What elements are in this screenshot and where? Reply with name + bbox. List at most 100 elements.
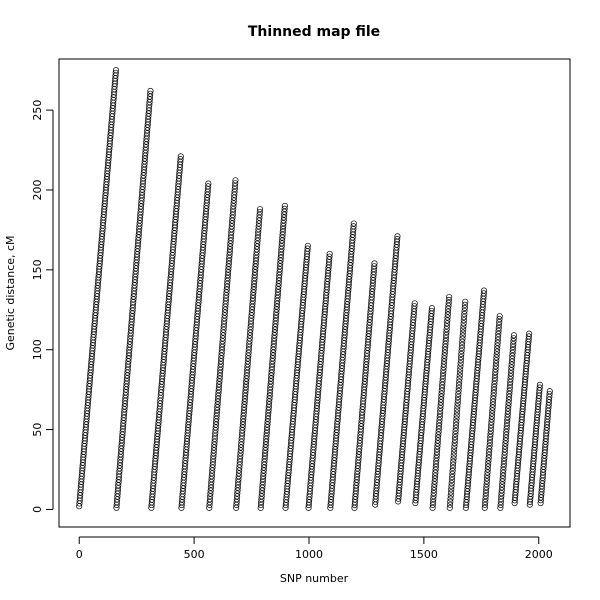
data-point (244, 361, 251, 368)
data-point (270, 340, 277, 348)
data-point (432, 469, 439, 476)
data-point (483, 487, 490, 494)
data-point (447, 498, 454, 505)
data-point (262, 450, 269, 457)
data-point (243, 372, 250, 379)
data-point (508, 364, 515, 371)
data-point (462, 298, 469, 305)
y-tick-label: 150 (31, 259, 44, 280)
data-point (250, 286, 257, 293)
data-point (273, 303, 280, 310)
data-point (231, 185, 238, 193)
data-point (272, 320, 279, 327)
data-point (220, 326, 227, 333)
data-point (503, 428, 510, 435)
data-point (510, 338, 517, 345)
data-point (271, 326, 279, 333)
data-point (438, 393, 445, 400)
data-point (509, 346, 516, 354)
y-tick-label: 200 (31, 179, 44, 200)
data-point (247, 320, 254, 328)
data-point (441, 349, 448, 356)
data-point (262, 438, 270, 445)
data-point (525, 333, 532, 340)
data-point (449, 474, 456, 481)
data-point (435, 431, 442, 438)
data-point (281, 211, 288, 218)
data-point (222, 300, 229, 307)
data-point (270, 343, 277, 350)
data-point (209, 458, 216, 465)
data-point (233, 496, 240, 503)
data-point (489, 401, 496, 408)
data-point (252, 266, 259, 273)
data-point (461, 307, 468, 315)
data-point (501, 446, 509, 453)
data-point (304, 245, 311, 252)
data-point (275, 283, 282, 290)
series-2 (113, 87, 154, 511)
data-point (447, 489, 455, 496)
data-point (231, 188, 238, 195)
data-point (216, 381, 223, 388)
data-point (268, 372, 275, 379)
data-point (444, 308, 452, 315)
data-point (205, 183, 212, 190)
data-point (248, 309, 255, 316)
data-point (494, 339, 501, 346)
data-point (483, 484, 490, 491)
data-point (207, 490, 214, 497)
x-axis-label: SNP number (280, 572, 349, 585)
data-point (482, 495, 489, 503)
data-point (256, 211, 263, 218)
data-point (506, 387, 513, 394)
data-point (219, 338, 226, 345)
data-point (458, 347, 465, 355)
data-point (242, 387, 249, 394)
data-point (267, 381, 274, 388)
data-point (455, 381, 463, 388)
data-point (490, 389, 497, 396)
data-point (488, 422, 495, 429)
data-point (207, 484, 214, 491)
data-point (494, 345, 501, 352)
data-point (280, 214, 287, 221)
data-point (484, 472, 491, 479)
data-point (434, 443, 441, 450)
data-point (228, 223, 235, 230)
data-point (441, 346, 449, 353)
data-point (437, 405, 444, 412)
data-point (244, 366, 251, 374)
data-point (502, 440, 509, 447)
series-12 (372, 233, 401, 508)
data-point (490, 392, 497, 399)
data-point (434, 437, 441, 444)
data-point (498, 490, 505, 497)
data-point (275, 286, 282, 293)
data-point (456, 378, 463, 385)
data-point (502, 443, 509, 450)
data-point (272, 315, 279, 322)
data-point (431, 475, 438, 482)
data-point (458, 351, 465, 358)
data-point (229, 211, 236, 218)
data-point (449, 464, 456, 471)
data-point (248, 315, 255, 322)
data-point (459, 329, 466, 336)
data-point (443, 332, 450, 339)
data-point (450, 458, 457, 465)
data-point (263, 427, 270, 434)
data-point (507, 373, 514, 380)
data-point (482, 498, 489, 505)
data-point (260, 464, 268, 471)
data-point (504, 411, 511, 418)
data-point (461, 304, 468, 311)
data-point (255, 223, 262, 230)
data-point (500, 469, 507, 476)
data-point (453, 415, 460, 422)
data-point (440, 361, 447, 368)
data-point (208, 473, 215, 480)
data-point (265, 412, 272, 419)
data-point (430, 498, 437, 506)
data-point (493, 357, 500, 364)
